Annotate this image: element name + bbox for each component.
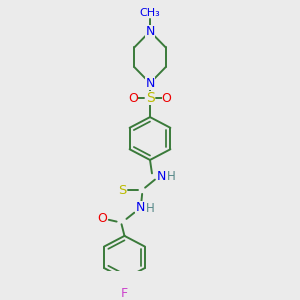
Text: S: S: [118, 184, 127, 197]
Text: H: H: [146, 202, 154, 215]
Text: N: N: [145, 77, 155, 90]
Text: F: F: [121, 287, 128, 300]
Text: H: H: [167, 170, 176, 183]
Text: N: N: [145, 25, 155, 38]
Text: O: O: [128, 92, 138, 105]
Text: O: O: [162, 92, 172, 105]
Text: N: N: [157, 169, 167, 182]
Text: S: S: [146, 91, 154, 105]
Text: O: O: [97, 212, 107, 224]
Text: N: N: [136, 201, 145, 214]
Text: CH₃: CH₃: [140, 8, 160, 19]
